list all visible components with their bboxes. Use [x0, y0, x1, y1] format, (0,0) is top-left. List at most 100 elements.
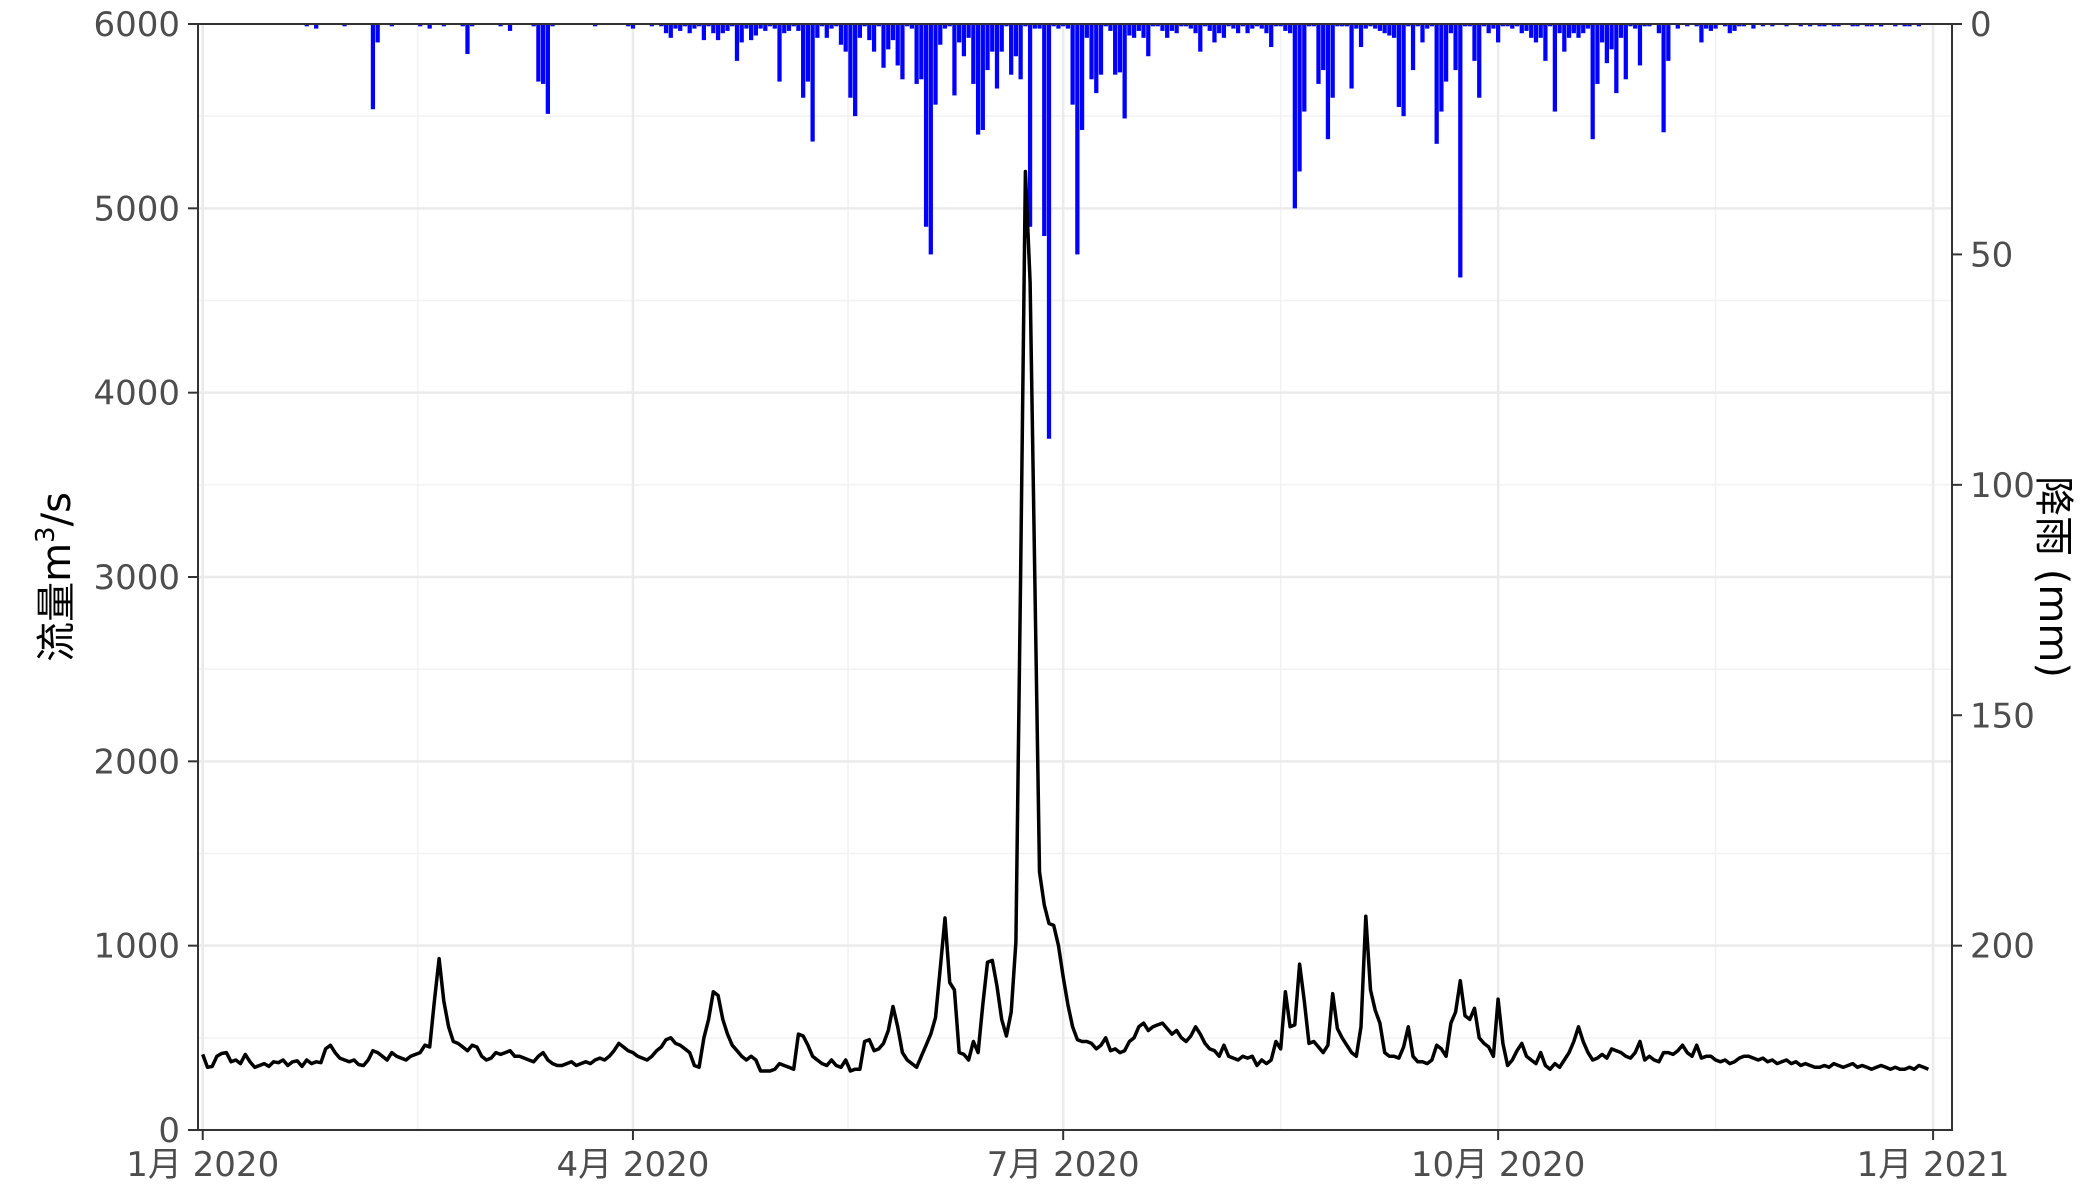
rainfall-bar: [1169, 24, 1175, 31]
rainfall-bar: [1122, 24, 1127, 119]
rainfall-bar: [1831, 24, 1836, 27]
right-axis-tick-label: 100: [1970, 466, 2035, 506]
rainfall-bar: [1505, 24, 1510, 27]
rainfall-bar: [1131, 24, 1137, 38]
left-axis-tick-label: 6000: [93, 5, 180, 45]
rainfall-bar: [753, 24, 759, 36]
right-axis-tick-label: 0: [1970, 5, 1992, 45]
rainfall-bar: [834, 24, 839, 27]
rainfall-bar: [1070, 24, 1075, 105]
rainfall-bar: [1453, 24, 1458, 71]
rainfall-bar: [876, 24, 881, 27]
rainfall-bar: [1032, 24, 1037, 29]
rainfall-bar: [824, 24, 829, 38]
rainfall-bar: [1850, 24, 1855, 27]
rainfall-bar: [1647, 24, 1652, 27]
rainfall-bar: [1548, 24, 1553, 27]
rainfall-bar: [1448, 24, 1453, 34]
rainfall-bar: [1391, 24, 1397, 38]
rainfall-bar: [961, 24, 967, 57]
rainfall-bar: [550, 24, 555, 27]
right-axis-tick-label: 200: [1970, 927, 2035, 967]
rainfall-bar: [890, 24, 896, 41]
left-axis-tick-label: 1000: [93, 927, 180, 967]
rainfall-bar: [1344, 24, 1349, 27]
rainfall-bar: [985, 24, 990, 71]
rainfall-bar: [1254, 24, 1260, 27]
rainfall-bar: [1722, 24, 1728, 27]
rainfall-bar: [1136, 24, 1141, 31]
rainfall-bar: [1335, 24, 1340, 27]
rainfall-bar: [1382, 24, 1387, 34]
rainfall-bar: [975, 24, 981, 135]
rainfall-bar: [1150, 24, 1156, 27]
rainfall-bar: [593, 24, 598, 27]
rainfall-bar: [1306, 24, 1312, 27]
rainfall-bar: [1089, 24, 1094, 80]
rainfall-bar: [942, 24, 948, 29]
rainfall-bar: [1127, 24, 1132, 36]
rainfall-bar: [1250, 24, 1255, 29]
rainfall-bar: [1595, 24, 1600, 84]
rainfall-bar: [1387, 24, 1392, 36]
rainfall-bar: [900, 24, 905, 80]
rainfall-bar: [838, 24, 844, 45]
rainfall-bar: [1737, 24, 1742, 27]
right-axis-title: 降雨 (mm): [2030, 476, 2076, 678]
rainfall-bar: [1094, 24, 1099, 94]
rainfall-bar: [928, 24, 933, 255]
rainfall-bar: [1339, 24, 1345, 27]
rainfall-bar: [749, 24, 754, 41]
rainfall-bar: [957, 24, 962, 43]
rainfall-bar: [1217, 24, 1222, 34]
rainfall-bar: [1401, 24, 1406, 117]
rainfall-bar: [1212, 24, 1217, 43]
rainfall-bar: [1108, 24, 1113, 31]
rainfall-bar: [1027, 24, 1033, 227]
rainfall-bar: [1600, 24, 1605, 43]
rainfall-bar: [1358, 24, 1364, 48]
left-axis-tick-label: 3000: [93, 558, 180, 598]
rainfall-bar: [871, 24, 877, 52]
rainfall-bar: [1013, 24, 1019, 57]
rainfall-bar: [1713, 24, 1718, 29]
rainfall-bar: [1533, 24, 1539, 43]
rainfall-bar: [1004, 24, 1009, 27]
rainfall-bar: [1439, 24, 1444, 112]
rainfall-bar: [1704, 24, 1709, 29]
rainfall-bar: [1051, 24, 1056, 27]
rainfall-bar: [1155, 24, 1160, 27]
rainfall-bar: [1571, 24, 1576, 34]
rainfall-bar: [1174, 24, 1179, 34]
rainfall-bar: [1514, 24, 1520, 27]
rainfall-bar: [470, 24, 475, 27]
rainfall-bar: [1079, 24, 1085, 130]
rainfall-bar: [1562, 24, 1567, 52]
rainfall-bar: [1420, 24, 1425, 43]
rainfall-bar: [1529, 24, 1534, 38]
rainfall-bar: [1354, 24, 1359, 29]
rainfall-bar: [1188, 24, 1193, 29]
rainfall-bar: [1462, 24, 1468, 27]
rainfall-bar: [1287, 24, 1293, 34]
rainfall-bar: [1141, 24, 1146, 38]
rainfall-bar: [1198, 24, 1203, 52]
rainfall-bar: [725, 24, 730, 31]
rainfall-bar: [909, 24, 915, 29]
rainfall-bar: [1609, 24, 1614, 50]
rainfall-bar: [1316, 24, 1321, 84]
rainfall-bar: [1330, 24, 1335, 98]
right-axis-tick-label: 150: [1970, 696, 2035, 736]
rainfall-bar: [815, 24, 820, 38]
rainfall-bar: [1302, 24, 1307, 112]
flow-series-line: [201, 169, 1930, 1073]
rainfall-bar: [782, 24, 787, 34]
rainfall-bar: [1798, 24, 1803, 27]
rainfall-bar: [715, 24, 721, 41]
rainfall-bar: [460, 24, 465, 27]
rainfall-bar: [697, 24, 702, 27]
rainfall-bar: [1146, 24, 1151, 57]
rainfall-bar: [427, 24, 432, 29]
rainfall-bar: [1623, 24, 1628, 80]
